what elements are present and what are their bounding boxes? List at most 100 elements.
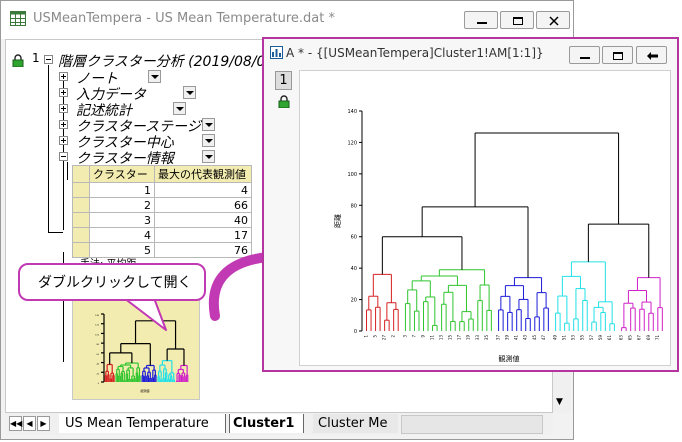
leaf-label: 35 [484, 335, 489, 341]
table-header-row: クラスター 最大の代表観測値 [72, 165, 252, 183]
leaf-label: 7 [411, 335, 416, 338]
cluster-stages-dropdown[interactable] [202, 118, 215, 131]
leaf-label: 1 [364, 335, 369, 338]
tab-cluster-means[interactable]: Cluster Me [313, 414, 398, 433]
expand-icon[interactable] [59, 72, 68, 81]
column-header: クラスター [89, 165, 155, 183]
y-axis-label: 距離 [333, 214, 342, 228]
graph-canvas[interactable]: 0 20 40 60 80 100 120 140 距離 観測値 1 5 27 2 3 7 9 11 13 15 17 1… [299, 70, 671, 366]
expand-icon[interactable] [59, 136, 68, 145]
expand-icon[interactable] [59, 120, 68, 129]
cluster-centers-dropdown[interactable] [202, 134, 215, 147]
tree-item-cluster-centers[interactable]: クラスター中心 [76, 135, 174, 151]
prev-sheet-button[interactable]: ◀ [23, 416, 36, 431]
scroll-down-arrow[interactable]: ▼ [556, 397, 563, 407]
table-row: 2 66 [72, 197, 252, 213]
y-tick-label: 40 [96, 364, 99, 366]
tree-root-label[interactable]: 階層クラスター分析 (2019/08/0 [58, 54, 266, 70]
leaf-label: 49 [553, 335, 558, 341]
tree-item-descriptive-stats[interactable]: 記述統計 [76, 103, 132, 119]
tree-item-cluster-info[interactable]: クラスター情報 [76, 151, 174, 167]
table-corner [72, 165, 90, 183]
cell: 76 [154, 242, 252, 258]
graph-window[interactable]: A * - {[USMeanTempera]Cluster1!AM[1:1]} … [262, 37, 679, 372]
tab-us-mean-temperature[interactable]: US Mean Temperature [59, 414, 226, 433]
cell: 2 [89, 197, 155, 213]
expand-icon[interactable] [59, 104, 68, 113]
y-tick-label: 80 [96, 344, 99, 346]
leaf-label: 41 [514, 335, 519, 341]
leaf-label: 67 [637, 335, 642, 341]
y-tick-label: 120 [347, 140, 357, 146]
leaf-label: 15 [448, 335, 453, 341]
tree-item-input-data[interactable]: 入力データ [76, 87, 146, 103]
cell: 66 [154, 197, 252, 213]
leaf-label: 19 [466, 335, 471, 341]
y-tick-label: 20 [96, 373, 99, 375]
horizontal-scrollbar[interactable] [401, 415, 543, 434]
next-sheet-button[interactable]: ▶ [37, 416, 50, 431]
column-header: 最大の代表観測値 [154, 165, 252, 183]
graph-window-icon [270, 46, 283, 59]
first-sheet-button[interactable]: ◀◀ [9, 416, 22, 431]
layer-tab[interactable]: 1 [275, 71, 292, 90]
y-tick-label: 20 [351, 298, 357, 304]
y-tick-label: 60 [96, 354, 99, 356]
collapse-icon[interactable] [44, 55, 53, 64]
expand-icon[interactable] [59, 88, 68, 97]
leaf-label: 33 [475, 335, 480, 341]
cell: 3 [89, 212, 155, 228]
table-row: 4 17 [72, 227, 252, 243]
tab-cluster1[interactable]: Cluster1 [229, 414, 304, 433]
y-tick-label: 100 [95, 334, 100, 336]
leaf-label: 9 [421, 335, 426, 338]
leaf-label: 61 [607, 335, 612, 341]
leaf-label: 51 [562, 335, 567, 341]
callout-bubble [18, 263, 206, 301]
x-axis-label: 観測値 [140, 388, 149, 393]
y-tick-label: 140 [95, 315, 100, 317]
leaf-label: 57 [589, 335, 594, 341]
cell: 4 [89, 227, 155, 243]
tree-item-notes[interactable]: ノート [76, 71, 118, 87]
workbook-titlebar[interactable]: USMeanTempera - US Mean Temperature.dat … [1, 1, 573, 39]
y-tick-label: 80 [351, 203, 357, 209]
graph-window-arrow-button[interactable] [636, 46, 667, 64]
leaf-label: 37 [496, 335, 501, 341]
y-tick-label: 60 [351, 235, 357, 241]
cell: 1 [89, 182, 155, 198]
dendrogram-thumbnail-frame[interactable] [72, 294, 200, 400]
notes-dropdown[interactable] [148, 70, 161, 83]
graph-minimize-button[interactable] [569, 46, 600, 64]
workbook-icon [10, 11, 26, 26]
leaf-label: 63 [619, 335, 624, 341]
table-row: 5 76 [72, 242, 252, 258]
collapse-icon[interactable] [59, 152, 68, 161]
input-data-dropdown[interactable] [183, 86, 196, 99]
graph-restore-button[interactable] [602, 46, 633, 64]
sheet-tab-bar: ◀◀ ◀ ▶ US Mean Temperature Cluster1 Clus… [5, 413, 553, 435]
graph-lock-icon [278, 95, 290, 108]
tree-root-index: 1 [32, 51, 40, 65]
y-tick-label: 0 [98, 383, 100, 385]
y-tick-label: 0 [354, 329, 357, 335]
cluster-info-dropdown[interactable] [202, 150, 215, 163]
x-axis-label: 観測値 [499, 354, 520, 363]
minimize-button[interactable] [464, 11, 498, 29]
leaf-label: 2 [391, 335, 396, 338]
restore-button[interactable] [500, 11, 534, 29]
tree-item-cluster-stages[interactable]: クラスターステージ [76, 119, 201, 135]
leaf-label: 11 [430, 335, 435, 341]
descriptive-stats-dropdown[interactable] [173, 102, 186, 115]
leaf-label: 5 [373, 335, 378, 338]
y-tick-label: 40 [351, 266, 357, 272]
cell: 5 [89, 242, 155, 258]
leaf-label: 55 [580, 335, 585, 341]
callout-text: ダブルクリックして開く [38, 275, 192, 291]
close-button[interactable] [536, 11, 570, 29]
leaf-label: 53 [571, 335, 576, 341]
